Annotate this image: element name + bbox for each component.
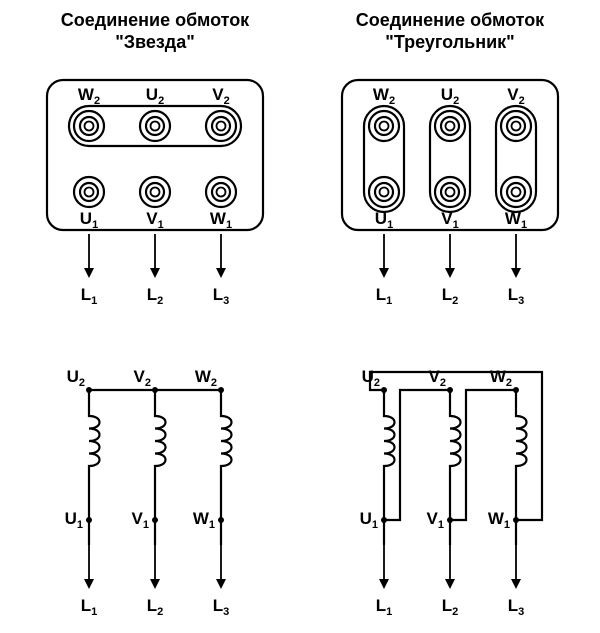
- line-label: L1: [81, 285, 98, 307]
- schem-bottom-label: W1: [193, 509, 215, 531]
- schem-top-label: W2: [195, 367, 217, 389]
- schem-bottom-label: U1: [65, 509, 83, 531]
- title-star: Соединение обмоток"Звезда": [61, 10, 250, 52]
- schem-line-label: L3: [508, 596, 525, 618]
- line-arrow-head: [216, 268, 226, 278]
- schem-top-label: W2: [490, 367, 512, 389]
- terminal-bottom: [74, 177, 104, 207]
- schem-bottom-label: U1: [360, 509, 378, 531]
- line-label: L3: [508, 285, 525, 307]
- line-arrow-head: [511, 268, 521, 278]
- terminal-top: [206, 111, 236, 141]
- title-delta: Соединение обмоток"Треугольник": [356, 10, 545, 52]
- terminal-top: [435, 111, 465, 141]
- winding-coil: [155, 412, 166, 470]
- winding-coil: [384, 412, 395, 470]
- schem-line-label: L2: [147, 596, 164, 618]
- terminal-bottom: [206, 177, 236, 207]
- terminal-top: [501, 111, 531, 141]
- line-label: L2: [147, 285, 164, 307]
- line-label: L1: [376, 285, 393, 307]
- schem-bottom-label: W1: [488, 509, 510, 531]
- winding-coil: [221, 412, 232, 470]
- schem-line-arrow-head: [511, 579, 521, 589]
- line-label: L3: [213, 285, 230, 307]
- schem-bottom-label: V1: [427, 509, 444, 531]
- delta-link: [384, 390, 450, 520]
- terminal-top: [369, 111, 399, 141]
- winding-coil: [89, 412, 100, 470]
- line-arrow-head: [379, 268, 389, 278]
- schem-line-arrow-head: [379, 579, 389, 589]
- schem-line-arrow-head: [84, 579, 94, 589]
- line-arrow-head: [84, 268, 94, 278]
- delta-link: [450, 390, 516, 520]
- terminal-top: [74, 111, 104, 141]
- terminal-top: [140, 111, 170, 141]
- winding-coil: [450, 412, 461, 470]
- schem-top-label: U2: [67, 367, 85, 389]
- line-arrow-head: [150, 268, 160, 278]
- schem-line-arrow-head: [150, 579, 160, 589]
- terminal-bottom: [435, 177, 465, 207]
- line-arrow-head: [445, 268, 455, 278]
- terminal-bottom: [369, 177, 399, 207]
- winding-coil: [516, 412, 527, 470]
- schem-line-label: L1: [376, 596, 393, 618]
- schem-top-label: V2: [134, 367, 151, 389]
- schem-line-label: L2: [442, 596, 459, 618]
- terminal-bottom: [140, 177, 170, 207]
- schem-line-arrow-head: [445, 579, 455, 589]
- line-label: L2: [442, 285, 459, 307]
- schem-line-arrow-head: [216, 579, 226, 589]
- schem-line-label: L1: [81, 596, 98, 618]
- schem-line-label: L3: [213, 596, 230, 618]
- schem-bottom-label: V1: [132, 509, 149, 531]
- terminal-bottom: [501, 177, 531, 207]
- schem-top-label: V2: [429, 367, 446, 389]
